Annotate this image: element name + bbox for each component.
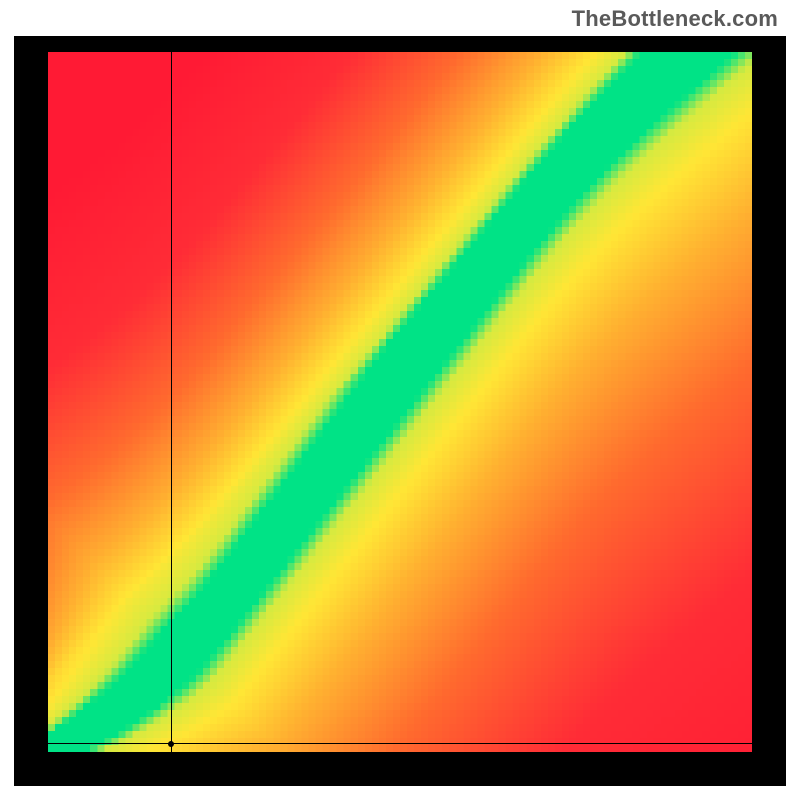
crosshair-horizontal-line <box>48 743 752 744</box>
crosshair-dot <box>168 741 174 747</box>
chart-plot-area <box>48 52 752 752</box>
bottleneck-heatmap-canvas <box>48 52 752 752</box>
chart-outer-frame <box>14 36 786 786</box>
watermark-text: TheBottleneck.com <box>572 6 778 32</box>
crosshair-vertical-line <box>171 52 172 752</box>
